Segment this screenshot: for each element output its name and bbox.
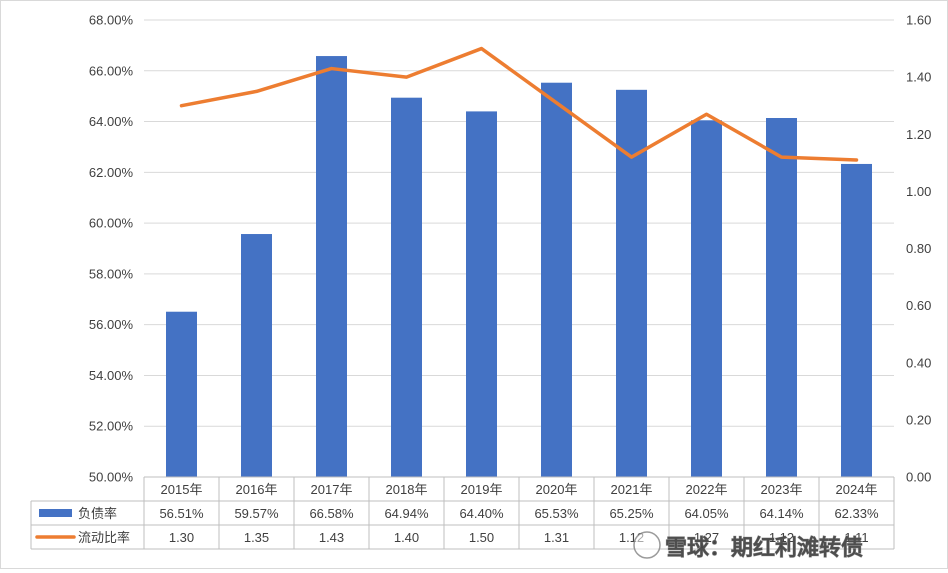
bar (691, 120, 722, 478)
table-value: 65.25% (609, 506, 654, 521)
bar (241, 234, 272, 477)
bar (466, 111, 497, 478)
y-left-tick-label: 56.00% (89, 317, 134, 332)
y-left-tick-label: 64.00% (89, 114, 134, 129)
table-value: 64.94% (384, 506, 429, 521)
table-value: 1.31 (544, 530, 569, 545)
y-right-tick-label: 0.80 (906, 241, 931, 256)
legend-label: 流动比率 (78, 530, 130, 545)
table-value: 56.51% (159, 506, 204, 521)
table-value: 65.53% (534, 506, 579, 521)
table-value: 1.11 (844, 530, 868, 545)
legend-key-bar (39, 509, 72, 517)
table-value: 1.43 (319, 530, 344, 545)
y-right-tick-label: 1.40 (906, 70, 931, 85)
y-right-tick-label: 1.60 (906, 13, 931, 28)
x-category-label: 2020年 (536, 482, 578, 497)
table-value: 59.57% (234, 506, 279, 521)
table-value: 1.27 (694, 530, 719, 545)
table-value: 62.33% (834, 506, 879, 521)
table-value: 1.40 (394, 530, 419, 545)
table-value: 1.30 (169, 530, 194, 545)
x-category-label: 2024年 (836, 482, 878, 497)
y-right-tick-label: 1.00 (906, 184, 931, 199)
y-left-tick-label: 62.00% (89, 165, 134, 180)
y-left-tick-label: 66.00% (89, 63, 134, 78)
bar (841, 163, 872, 477)
legend-label: 负债率 (78, 506, 117, 521)
watermark: 雪球：期红利滩转债 (665, 535, 863, 561)
line-series (179, 46, 859, 162)
y-left-tick-label: 58.00% (89, 266, 134, 281)
y-left-tick-label: 60.00% (89, 216, 134, 231)
bar (316, 56, 347, 478)
table-value: 66.58% (309, 506, 354, 521)
bar (391, 97, 422, 477)
x-category-label: 2021年 (611, 482, 653, 497)
bar (616, 89, 647, 477)
x-category-label: 2022年 (686, 482, 728, 497)
table-value: 1.50 (469, 530, 494, 545)
y-right-tick-label: 0.00 (906, 470, 931, 485)
y-right-tick-label: 0.20 (906, 412, 931, 427)
table-value: 64.14% (759, 506, 804, 521)
y-left-tick-label: 54.00% (89, 368, 134, 383)
watermark-logo (633, 531, 661, 559)
x-category-label: 2023年 (761, 482, 803, 497)
x-category-label: 2015年 (161, 482, 203, 497)
table-value: 1.12 (769, 530, 794, 545)
table-value: 64.40% (459, 506, 504, 521)
x-category-label: 2017年 (311, 482, 353, 497)
y-left-tick-label: 52.00% (89, 419, 134, 434)
x-category-label: 2018年 (386, 482, 428, 497)
x-category-label: 2019年 (461, 482, 503, 497)
y-right-tick-label: 0.40 (906, 355, 931, 370)
y-left-tick-label: 68.00% (89, 13, 134, 28)
table-value: 1.35 (244, 530, 269, 545)
bar (166, 311, 197, 477)
x-category-label: 2016年 (236, 482, 278, 497)
bar (766, 118, 797, 478)
y-left-tick-label: 50.00% (89, 470, 134, 485)
y-right-tick-label: 1.20 (906, 127, 931, 142)
table-value: 64.05% (684, 506, 729, 521)
bar (541, 82, 572, 477)
y-right-tick-label: 0.60 (906, 298, 931, 313)
